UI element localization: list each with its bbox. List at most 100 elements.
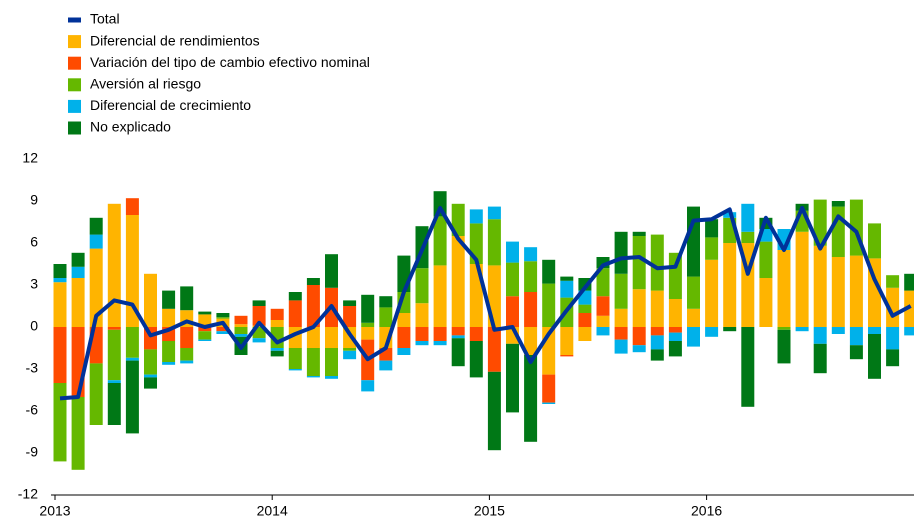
bar-segment [596,296,610,316]
bar-segment [397,348,411,355]
bar-segment [198,331,212,340]
bar-segment [433,265,447,327]
bar-segment [216,327,230,332]
bar-segment [451,338,465,367]
bar-segment [397,313,411,327]
legend-swatch [68,121,81,135]
bar-segment [89,248,103,327]
bar-segment [397,255,411,292]
x-tick-label: 2016 [691,503,722,519]
legend-swatch [68,99,81,113]
bar-segment [524,327,538,355]
bar-segment [705,327,719,337]
legend-swatch [68,56,81,70]
bar-segment [524,247,538,262]
bar-segment [868,223,881,259]
bar-segment [632,236,646,290]
bar-segment [614,308,628,327]
bar-segment [632,289,646,327]
bar-segment [53,282,67,327]
bar-segment [252,306,266,326]
bar-segment [632,327,646,346]
bar-segment [506,262,519,297]
bar-segment [524,261,538,292]
bar-segment [759,278,773,327]
legend-label: Total [90,11,120,27]
bar-segment [288,369,302,371]
y-tick-label: -9 [26,444,39,460]
y-tick-label: 6 [30,234,38,250]
bar-segment [198,339,212,341]
bar-segment [487,327,501,372]
bar-segment [107,380,121,383]
bar-segment [144,349,157,375]
legend-swatch [68,17,81,23]
bar-segment [252,325,266,327]
bar-segment [234,334,248,337]
bar-segment [542,259,556,284]
bar-segment [415,268,429,304]
bar-segment [560,327,574,355]
bar-segment [596,327,610,336]
bar-segment [506,296,519,327]
bar-segment [578,327,592,341]
bar-segment [831,257,845,327]
bar-segment [777,327,791,330]
bar-segment [741,231,755,243]
bar-segment [687,206,700,277]
bar-segment [451,327,465,336]
bar-segment [723,243,737,327]
bar-segment [343,300,357,306]
bar-segment [506,241,519,263]
bar-segment [216,317,230,319]
bar-segment [433,327,447,341]
bar-segment [614,231,628,274]
bar-segment [325,254,338,288]
bar-segment [361,327,375,340]
bar-segment [415,341,429,346]
y-tick-label: 3 [30,276,38,292]
bar-segment [487,371,501,451]
bar-segment [868,334,881,379]
bar-segment [107,327,121,330]
bar-segment [53,278,67,283]
bar-segment [614,273,628,309]
y-tick-label: 0 [30,318,38,334]
bar-segment [144,377,157,389]
legend-label: Aversión al riesgo [90,76,201,92]
bar-segment [849,255,863,327]
bar-segment [216,313,230,318]
legend-label: Diferencial de rendimientos [90,32,260,48]
bar-segment [343,350,357,360]
bar-segment [125,357,139,361]
bar-segment [162,308,176,327]
bar-segment [180,327,194,348]
bar-segment [886,349,900,367]
x-tick-label: 2014 [257,503,288,519]
legend-label: Variación del tipo de cambio efectivo no… [90,54,370,70]
bar-segment [451,335,465,339]
bar-segment [361,322,375,327]
bar-segment [849,345,863,360]
bar-segment [650,290,664,327]
bar-segment [252,338,266,343]
bar-segment [361,294,375,323]
y-tick-label: 12 [22,150,38,166]
bar-segment [451,236,465,327]
bar-segment [831,206,845,257]
bar-segment [71,397,85,470]
bar-segment [270,320,284,327]
bar-segment [89,234,103,249]
bar-segment [379,307,393,327]
bar-segment [650,349,664,361]
bar-segment [306,327,320,348]
bar-segment [433,216,447,266]
bar-segment [831,201,845,207]
bar-segment [687,327,700,347]
bar-segment [198,327,212,332]
bar-segment [886,327,900,350]
bar-segment [125,360,139,434]
legend-swatch [68,78,81,92]
bar-segment [71,327,85,397]
